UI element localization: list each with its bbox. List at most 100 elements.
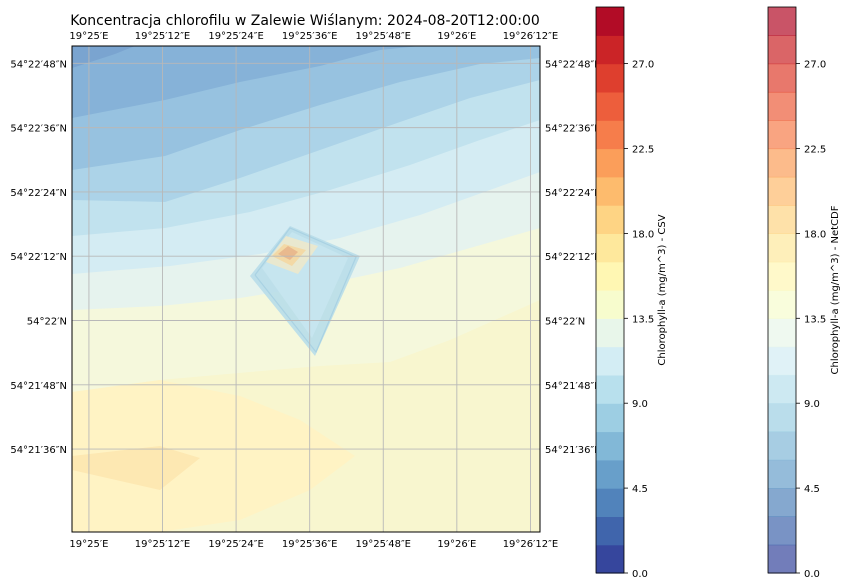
colorbar-tick-label: 9.0: [804, 399, 820, 410]
colorbar-band: [596, 290, 624, 319]
x-tick-label-top: 19°25′36″E: [282, 31, 338, 42]
x-tick-label-top: 19°25′24″E: [208, 31, 264, 42]
colorbar-band: [768, 261, 796, 291]
y-tick-label-right: 54°22′48″N: [545, 59, 602, 70]
colorbar-band: [768, 148, 796, 178]
colorbar-band: [596, 403, 624, 433]
y-tick-label-left: 54°21′36″N: [10, 445, 67, 456]
contour-south-16: [72, 446, 200, 490]
colorbar-band: [596, 148, 624, 178]
colorbar-tick-label: 0.0: [804, 569, 820, 580]
x-tick-label-bottom: 19°25′12″E: [135, 539, 191, 550]
x-tick-label-bottom: 19°26′E: [437, 539, 476, 550]
colorbar-tick-label: 4.5: [632, 484, 648, 495]
colorbar-tick-label: 13.5: [632, 314, 654, 325]
colorbar-netcdf: 0.0 4.5 9.0 13.5 18.0 22.5 27.0 Chlorophyll-a …: [767, 6, 841, 580]
colorbar-tick-label: 22.5: [632, 145, 654, 156]
colorbar-tick-label: 27.0: [632, 60, 654, 71]
colorbar-band: [596, 91, 624, 121]
x-tick-label-bottom: 19°25′24″E: [208, 539, 264, 550]
colorbar-band: [768, 403, 796, 433]
tick-labels: 19°25′E 19°25′E 19°25′12″E 19°25′12″E 19°25′…: [10, 31, 601, 550]
colorbar-tick-label: 18.0: [632, 229, 654, 240]
y-tick-label-left: 54°22′48″N: [10, 59, 67, 70]
x-tick-label-bottom: 19°26′12″E: [503, 539, 559, 550]
colorbar-netcdf-frame: [767, 6, 797, 574]
contour-level-8: [72, 46, 420, 118]
y-tick-label-right: 54°21′36″N: [545, 445, 602, 456]
colorbar-netcdf-ticks: 0.0 4.5 9.0 13.5 18.0 22.5 27.0: [796, 60, 826, 580]
colorbar-band: [768, 459, 796, 489]
x-tick-label-top: 19°26′12″E: [503, 31, 559, 42]
colorbar-tick-label: 0.0: [632, 569, 648, 580]
gridlines: [72, 46, 540, 532]
colorbar-band: [596, 63, 624, 93]
chart-title: Koncentracja chlorofilu w Zalewie Wiślan…: [70, 13, 540, 29]
colorbar-band: [768, 120, 796, 150]
colorbar-band: [596, 176, 624, 206]
y-tick-label-left: 54°21′48″N: [10, 381, 67, 392]
x-tick-label-top: 19°25′12″E: [135, 31, 191, 42]
y-tick-label-left: 54°22′36″N: [10, 124, 67, 135]
x-tick-label-top: 19°25′E: [69, 31, 108, 42]
colorbar-csv-bands: [596, 7, 624, 574]
colorbar-tick-label: 18.0: [804, 229, 826, 240]
y-tick-label-right: 54°22′12″N: [545, 252, 602, 263]
y-tick-label-right: 54°22′N: [545, 316, 585, 327]
colorbar-band: [768, 516, 796, 546]
colorbar-band: [596, 205, 624, 234]
colorbar-band: [768, 318, 796, 348]
colorbar-band: [596, 318, 624, 348]
colorbar-band: [768, 176, 796, 206]
y-tick-label-left: 54°22′12″N: [10, 252, 67, 263]
colorbar-band: [596, 233, 624, 263]
colorbar-band: [768, 233, 796, 263]
colorbar-band: [768, 290, 796, 319]
x-tick-label-bottom: 19°25′E: [69, 539, 108, 550]
y-tick-label-right: 54°22′24″N: [545, 188, 602, 199]
x-tick-label-top: 19°25′48″E: [356, 31, 412, 42]
colorbar-band: [768, 63, 796, 93]
colorbar-band: [768, 35, 796, 65]
colorbar-netcdf-bands: [768, 7, 796, 574]
y-tick-label-right: 54°22′36″N: [545, 124, 602, 135]
colorbar-tick-label: 4.5: [804, 484, 820, 495]
y-tick-label-right: 54°21′48″N: [545, 381, 602, 392]
colorbar-band: [768, 374, 796, 404]
colorbar-band: [768, 544, 796, 574]
colorbar-band: [596, 544, 624, 574]
axes-frame: [71, 45, 541, 533]
contour-south-15: [72, 380, 355, 532]
colorbar-band: [596, 516, 624, 546]
colorbar-tick-label: 9.0: [632, 399, 648, 410]
colorbar-band: [768, 431, 796, 461]
colorbar-tick-label: 27.0: [804, 60, 826, 71]
netcdf-overlay-patch: [250, 226, 360, 356]
colorbar-band: [596, 431, 624, 461]
map-plot-area: 19°25′E 19°25′E 19°25′12″E 19°25′12″E 19°25′…: [10, 31, 601, 550]
colorbar-band: [596, 346, 624, 376]
contour-level-7: [72, 46, 135, 68]
colorbar-band: [768, 91, 796, 121]
colorbar-csv-frame: [595, 6, 625, 574]
colorbar-band: [596, 459, 624, 489]
colorbar-band: [596, 261, 624, 291]
x-tick-label-bottom: 19°25′48″E: [356, 539, 412, 550]
colorbar-csv-label: Chlorophyll-a (mg/m^3) - CSV: [657, 214, 668, 365]
colorbar-tick-label: 22.5: [804, 145, 826, 156]
colorbar-band: [768, 346, 796, 376]
colorbar-band: [596, 7, 624, 36]
y-tick-label-left: 54°22′N: [27, 316, 67, 327]
colorbar-band: [768, 488, 796, 517]
colorbar-band: [596, 374, 624, 404]
colorbar-csv: 0.0 4.5 9.0 13.5 18.0 22.5 27.0 Chlorophyll-a …: [595, 6, 668, 580]
chlorophyll-field: [72, 46, 540, 532]
colorbar-netcdf-label: Chlorophyll-a (mg/m^3) - NetCDF: [830, 205, 841, 374]
y-tick-label-left: 54°22′24″N: [10, 188, 67, 199]
colorbar-band: [596, 488, 624, 517]
colorbar-tick-label: 13.5: [804, 314, 826, 325]
colorbar-band: [768, 7, 796, 36]
colorbar-band: [596, 35, 624, 65]
x-tick-label-top: 19°26′E: [437, 31, 476, 42]
